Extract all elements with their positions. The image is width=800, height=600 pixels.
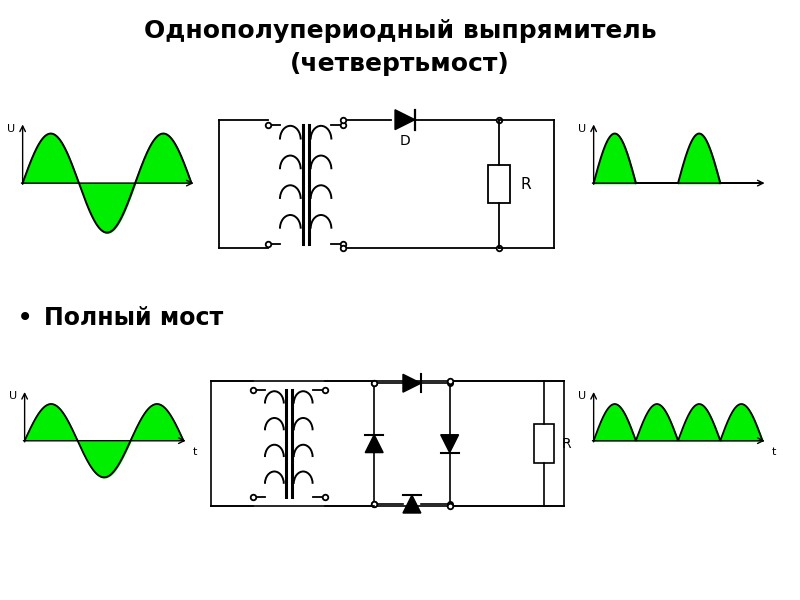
Polygon shape — [403, 374, 421, 392]
Text: Однополупериодный выпрямитель: Однополупериодный выпрямитель — [144, 19, 656, 43]
Text: R: R — [520, 176, 530, 191]
Text: t: t — [193, 446, 197, 457]
FancyBboxPatch shape — [488, 165, 510, 203]
Text: Полный мост: Полный мост — [45, 306, 224, 330]
Polygon shape — [441, 435, 458, 452]
Text: U: U — [578, 124, 586, 134]
FancyBboxPatch shape — [534, 424, 554, 463]
Text: U: U — [9, 391, 17, 401]
Polygon shape — [395, 110, 415, 130]
Text: R: R — [562, 437, 571, 451]
Polygon shape — [366, 435, 383, 452]
Text: (четвертьмост): (четвертьмост) — [290, 52, 510, 76]
Text: U: U — [578, 391, 586, 401]
Text: D: D — [399, 134, 410, 148]
Text: t: t — [771, 446, 776, 457]
Text: U: U — [6, 124, 14, 134]
Polygon shape — [403, 495, 421, 513]
Text: •: • — [17, 304, 33, 332]
